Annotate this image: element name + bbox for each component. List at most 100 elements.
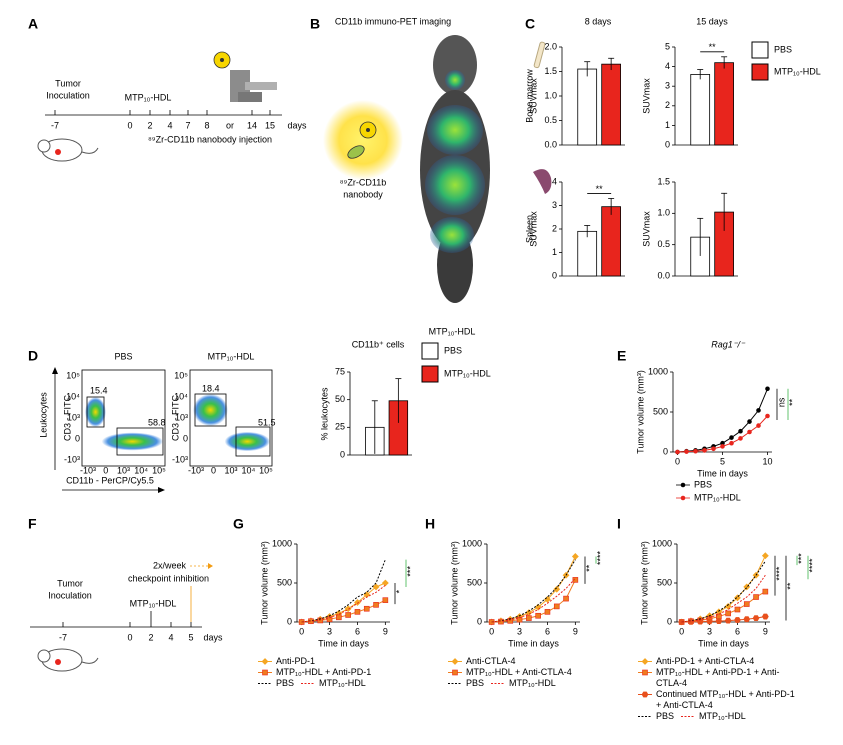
y-tick-label: 0 (665, 139, 670, 149)
row-label: Spleen (524, 215, 534, 243)
legend-swatch (638, 716, 652, 717)
timeline-unit: days (287, 120, 307, 130)
flow-y-tick: 10⁴ (66, 391, 80, 401)
y-tick-label: 0 (663, 446, 668, 456)
bone-icon (533, 41, 546, 69)
significance-label: ** (709, 42, 717, 52)
legend-marker (680, 495, 686, 501)
marker (738, 428, 743, 434)
bar (577, 68, 598, 146)
significance-label: ** (787, 398, 797, 406)
y-tick-label: 1.0 (657, 208, 670, 218)
flow-y-tick: -10³ (172, 454, 188, 464)
marker (706, 618, 713, 625)
legend-label: Continued MTP₁₀-HDL + Anti-PD-1 + Anti-C… (656, 689, 795, 710)
legend-swatch (448, 683, 462, 684)
y-tick-label: 0.0 (657, 270, 670, 280)
x-axis-label: Time in days (508, 638, 559, 648)
y-axis-label: Tumor volume (mm³) (449, 541, 459, 625)
inoculation-text: Inoculation (48, 590, 92, 600)
panel-label: A (28, 16, 38, 32)
y-tick-label: 0 (552, 270, 557, 280)
legend-marker (641, 691, 649, 698)
significance-label: *** (405, 566, 415, 577)
y-tick-label: 500 (467, 577, 482, 587)
pet-image (415, 30, 495, 310)
y-tick-label: 500 (653, 406, 668, 416)
timeline-label: 14 (247, 120, 257, 130)
timeline-label: 15 (265, 120, 275, 130)
marker (729, 435, 734, 440)
spleen-icon (533, 169, 552, 194)
mouse-icon (37, 648, 99, 672)
series-line (301, 599, 386, 623)
legend-item: Continued MTP₁₀-HDL + Anti-PD-1 + Anti-C… (637, 689, 797, 711)
flow-x-tick: -10³ (80, 465, 96, 475)
marker (756, 408, 761, 413)
marker (507, 618, 514, 624)
inoculation-text: Tumor (57, 578, 83, 588)
legend-swatch (638, 691, 652, 698)
y-tick-label: 2 (665, 100, 670, 110)
flow-y-tick: 10³ (67, 412, 80, 422)
marker (738, 436, 743, 441)
legend-label: Anti-PD-1 + Anti-CTLA-4 (656, 656, 755, 666)
y-tick-label: 3 (552, 200, 557, 210)
timeline-label: -7 (51, 120, 59, 130)
legend-item: MTP₁₀-HDL + Anti-PD-1 (257, 667, 417, 678)
significance-label: *** (796, 553, 806, 564)
marker (684, 449, 689, 454)
legend-label: MTP₁₀-HDL (699, 711, 746, 721)
legend-label: PBS (444, 345, 462, 355)
legend-label: MTP₁₀-HDL (319, 678, 366, 688)
series-line (681, 560, 766, 623)
marker (553, 603, 560, 610)
marker (526, 615, 532, 621)
y-axis-label: Leukocytes (38, 392, 48, 438)
marker (734, 617, 741, 623)
legend-item: Anti-PD-1 + Anti-CTLA-4 (637, 656, 797, 667)
marker (363, 605, 370, 612)
marker (762, 588, 769, 595)
y-tick-label: 0.5 (544, 115, 557, 125)
legend: Anti-PD-1 MTP₁₀-HDL + Anti-PD-1 PBS MTP₁₀-H… (257, 656, 417, 689)
y-axis-label: Tumor volume (mm³) (259, 541, 269, 625)
flow-title: PBS (114, 351, 132, 361)
marker (761, 552, 769, 560)
pet-scanner-icon (213, 51, 277, 102)
legend-marker (680, 482, 686, 488)
legend-item: MTP₁₀-HDL + Anti-PD-1 + Anti-CTLA-4 (637, 667, 797, 689)
column-title: 8 days (585, 16, 612, 26)
cell-population (85, 397, 106, 427)
marker (724, 602, 732, 610)
y-tick-label: 0.0 (544, 139, 557, 149)
image-caption: MTP₁₀-HDL (429, 326, 476, 336)
legend-label: MTP₁₀-HDL (774, 66, 821, 76)
y-tick-label: 25 (335, 422, 345, 432)
x-tick-label: 9 (383, 626, 388, 636)
flow-x-tick: 10⁴ (242, 465, 256, 475)
series-line (301, 584, 386, 623)
y-tick-label: 3 (665, 81, 670, 91)
probe-text: nanobody (343, 189, 383, 199)
series-line (491, 579, 576, 623)
flow-y-tick: 10⁵ (66, 370, 80, 380)
marker (516, 616, 523, 623)
timeline-unit: days (203, 632, 223, 642)
y-tick-label: 1.5 (544, 66, 557, 76)
panel-label: E (617, 348, 626, 364)
marker (724, 617, 732, 624)
series-line (681, 591, 766, 623)
legend-item: MTP₁₀-HDL + Anti-CTLA-4 (447, 667, 607, 678)
probe-glow (323, 100, 403, 180)
bar (690, 74, 711, 146)
legend-marker (452, 669, 458, 676)
y-tick-label: 0 (477, 616, 482, 626)
cell-population (101, 432, 163, 451)
y-tick-label: 2.0 (544, 41, 557, 51)
significance-label: **** (807, 558, 817, 573)
marker (382, 597, 389, 603)
significance-label: **** (595, 551, 605, 566)
timeline-label: 0 (127, 632, 132, 642)
